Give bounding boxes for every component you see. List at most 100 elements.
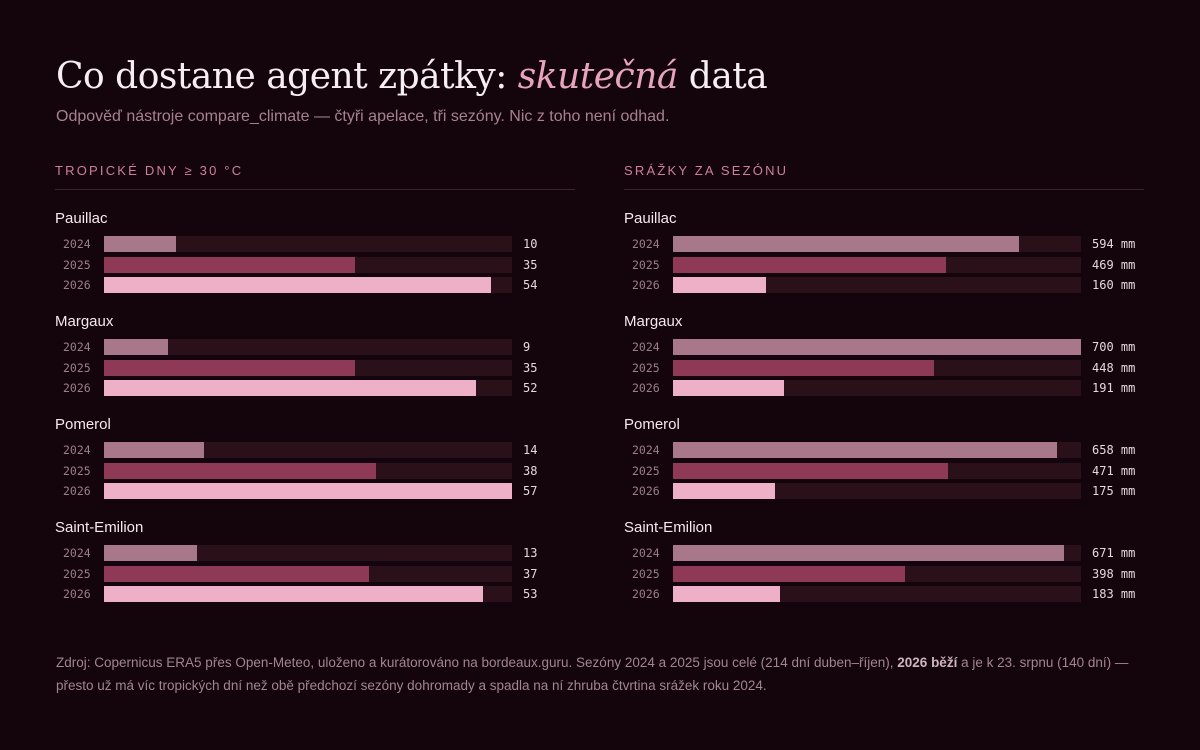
value-label: 191 mm bbox=[1092, 380, 1135, 396]
bar-2024 bbox=[673, 545, 1065, 561]
bar-row: 2025 471 mm bbox=[624, 462, 1144, 479]
year-label: 2024 bbox=[63, 340, 91, 354]
value-label: 175 mm bbox=[1092, 483, 1135, 499]
bar-2024 bbox=[104, 442, 205, 458]
bar-track bbox=[104, 359, 512, 376]
value-number: 183 bbox=[1092, 587, 1114, 601]
bar-2025 bbox=[104, 359, 355, 376]
bar-2025 bbox=[673, 359, 935, 376]
group-label: Pomerol bbox=[55, 416, 111, 433]
bar-row: 2024 658 mm bbox=[624, 442, 1144, 458]
bar-row: 2025 37 bbox=[55, 565, 575, 582]
bar-track bbox=[673, 277, 1081, 293]
value-label: 37 bbox=[523, 566, 537, 582]
value-number: 53 bbox=[523, 587, 538, 601]
bar-row: 2024 10 bbox=[55, 236, 575, 252]
bar-2026 bbox=[673, 586, 780, 602]
bar-2025 bbox=[673, 256, 947, 273]
value-unit: mm bbox=[1120, 546, 1136, 560]
value-label: 700 mm bbox=[1092, 339, 1135, 355]
bar-track bbox=[104, 565, 512, 582]
value-label: 54 bbox=[523, 277, 537, 293]
year-label: 2025 bbox=[63, 257, 91, 272]
value-unit: mm bbox=[1120, 381, 1136, 395]
bar-2025 bbox=[673, 462, 948, 479]
bar-row: 2026 53 bbox=[55, 586, 575, 602]
bar-track bbox=[104, 462, 512, 479]
value-number: 57 bbox=[523, 484, 538, 498]
bar-row: 2025 448 mm bbox=[624, 359, 1144, 376]
value-number: 35 bbox=[523, 257, 538, 272]
bar-2024 bbox=[673, 236, 1020, 252]
value-label: 13 bbox=[523, 545, 537, 561]
title-accent: skutečná bbox=[517, 56, 679, 97]
bar-track bbox=[104, 586, 512, 602]
bar-track bbox=[673, 483, 1081, 499]
bar-row: 2024 671 mm bbox=[624, 545, 1144, 561]
value-number: 700 bbox=[1092, 340, 1114, 354]
bar-row: 2026 191 mm bbox=[624, 380, 1144, 396]
panel-title-precipitation: SRÁŽKY ZA SEZÓNU bbox=[624, 162, 1144, 190]
bar-2026 bbox=[673, 483, 775, 499]
panel-tropical-days: TROPICKÉ DNY ≥ 30 °C Pauillac 2024 10 2025 3… bbox=[55, 162, 575, 602]
group-label: Pauillac bbox=[55, 210, 108, 227]
bar-2026 bbox=[104, 380, 477, 396]
bar-row: 2024 14 bbox=[55, 442, 575, 458]
value-number: 398 bbox=[1092, 566, 1114, 581]
year-label: 2025 bbox=[632, 463, 660, 478]
value-number: 191 bbox=[1092, 381, 1114, 395]
year-label: 2026 bbox=[63, 484, 91, 498]
value-label: 35 bbox=[523, 257, 537, 273]
value-label: 471 mm bbox=[1092, 463, 1135, 479]
year-label: 2026 bbox=[632, 484, 660, 498]
bar-track bbox=[104, 442, 512, 458]
value-label: 38 bbox=[523, 463, 537, 479]
value-unit: mm bbox=[1120, 340, 1136, 354]
year-label: 2025 bbox=[63, 566, 91, 581]
bar-row: 2025 398 mm bbox=[624, 565, 1144, 582]
value-unit: mm bbox=[1120, 587, 1136, 601]
group-label: Pomerol bbox=[624, 416, 680, 433]
value-label: 35 bbox=[523, 360, 537, 376]
value-number: 9 bbox=[523, 340, 531, 354]
group-label: Margaux bbox=[624, 313, 683, 330]
value-label: 658 mm bbox=[1092, 442, 1135, 458]
value-number: 54 bbox=[523, 278, 538, 292]
bar-2025 bbox=[104, 462, 376, 479]
group-label: Margaux bbox=[55, 313, 114, 330]
value-label: 160 mm bbox=[1092, 277, 1135, 293]
value-number: 13 bbox=[523, 546, 538, 560]
bar-row: 2024 700 mm bbox=[624, 339, 1144, 355]
value-label: 398 mm bbox=[1092, 566, 1135, 582]
bar-row: 2025 35 bbox=[55, 359, 575, 376]
bar-track bbox=[104, 545, 512, 561]
value-label: 10 bbox=[523, 236, 537, 252]
value-label: 53 bbox=[523, 586, 537, 602]
group-label: Saint-Emilion bbox=[624, 519, 713, 536]
footnote-text-2: a je k 23. srpnu (140 dní) — přesto už m… bbox=[56, 655, 1129, 693]
year-label: 2025 bbox=[632, 360, 660, 375]
bar-row: 2026 54 bbox=[55, 277, 575, 293]
value-number: 35 bbox=[523, 360, 538, 375]
value-label: 183 mm bbox=[1092, 586, 1135, 602]
value-number: 671 bbox=[1092, 546, 1114, 560]
bar-track bbox=[673, 442, 1081, 458]
bar-row: 2024 9 bbox=[55, 339, 575, 355]
bar-2024 bbox=[673, 442, 1057, 458]
value-number: 14 bbox=[523, 443, 538, 457]
bar-row: 2026 52 bbox=[55, 380, 575, 396]
bar-row: 2025 35 bbox=[55, 256, 575, 273]
bar-2024 bbox=[104, 545, 198, 561]
bar-track bbox=[673, 545, 1081, 561]
year-label: 2025 bbox=[63, 360, 91, 375]
value-unit: mm bbox=[1120, 360, 1136, 375]
bar-2025 bbox=[104, 565, 369, 582]
year-label: 2026 bbox=[63, 381, 91, 395]
value-number: 594 bbox=[1092, 237, 1114, 251]
value-unit: mm bbox=[1120, 237, 1136, 251]
bar-track bbox=[104, 483, 512, 499]
year-label: 2024 bbox=[63, 443, 91, 457]
value-label: 448 mm bbox=[1092, 360, 1135, 376]
value-unit: mm bbox=[1120, 566, 1136, 581]
value-unit: mm bbox=[1120, 443, 1136, 457]
